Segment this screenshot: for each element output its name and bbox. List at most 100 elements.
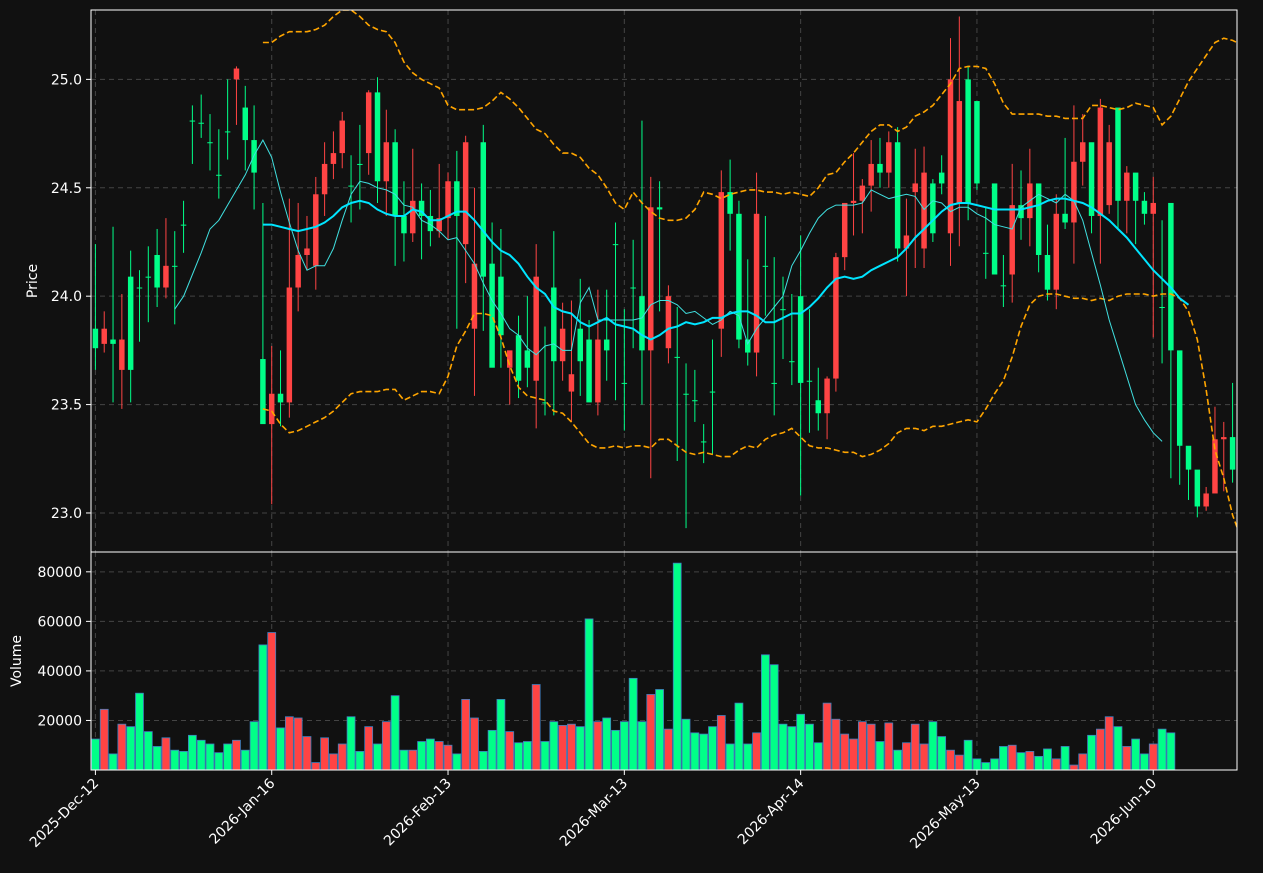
candle	[1079, 114, 1086, 186]
candle-body	[1229, 437, 1236, 470]
volume-bar	[1016, 752, 1026, 770]
candle	[198, 94, 204, 138]
volume-bar	[1043, 748, 1052, 770]
volume-axis-label: Volume	[9, 635, 25, 687]
volume-bar	[478, 751, 488, 770]
candle-body	[753, 213, 760, 353]
volume-bar	[1060, 746, 1070, 770]
candle	[277, 350, 284, 427]
candle-body	[648, 207, 654, 351]
candle-body	[921, 172, 927, 249]
candle-body	[1035, 183, 1042, 255]
volume-bar	[708, 726, 717, 770]
candle	[1009, 163, 1015, 303]
candle	[824, 376, 830, 440]
volume-bar	[434, 741, 444, 770]
candle	[216, 129, 222, 199]
volume-bar	[1069, 764, 1079, 770]
candle	[674, 307, 680, 461]
volume-bar	[1148, 743, 1158, 770]
candle-body	[145, 276, 152, 278]
x-tick-label: 2026-Feb-13	[381, 776, 455, 850]
volume-bar	[249, 721, 259, 770]
volume-bar	[963, 739, 973, 770]
candle	[595, 289, 601, 416]
bb-lower-line	[262, 293, 1237, 530]
candle	[1071, 105, 1077, 264]
candle-body	[1071, 161, 1077, 223]
candle	[383, 109, 390, 216]
candle-body	[1168, 202, 1174, 351]
candle-body	[1159, 307, 1165, 309]
candle-body	[436, 218, 442, 232]
volume-bar	[346, 716, 356, 770]
candle	[489, 222, 495, 368]
candle-body	[242, 107, 249, 141]
candle-body	[383, 142, 390, 182]
volume-bar	[593, 721, 603, 770]
candle-body	[1150, 202, 1156, 214]
candle-body	[991, 183, 998, 275]
candle	[1053, 194, 1060, 310]
candle	[418, 183, 425, 260]
volume-bar	[646, 694, 656, 770]
volume-bar	[990, 758, 999, 770]
price-y-tick-label: 25.0	[51, 72, 82, 88]
volume-bar	[822, 702, 832, 770]
x-tick-label: 2026-Apr-14	[735, 775, 808, 848]
candle-body	[1203, 493, 1209, 507]
candle-body	[983, 252, 989, 254]
volume-bar	[284, 716, 294, 770]
candle	[445, 172, 451, 240]
volume-bar	[1131, 738, 1140, 770]
candle-body	[903, 235, 910, 249]
candle	[172, 231, 178, 325]
price-y-tick-label: 23.5	[51, 398, 82, 414]
candle	[454, 150, 460, 329]
candle	[1229, 382, 1236, 483]
candle-body	[198, 122, 204, 124]
candle	[727, 159, 733, 251]
volume-bar	[408, 749, 418, 770]
candle-body	[304, 248, 310, 255]
candle	[1185, 445, 1192, 500]
candle	[524, 296, 531, 388]
volume-y-tick-label: 80000	[37, 565, 82, 581]
candle-body	[172, 265, 178, 267]
volume-bar	[276, 727, 285, 770]
candle	[1044, 224, 1051, 301]
volume-bar	[743, 743, 753, 770]
candle-body	[1088, 142, 1095, 216]
candle-body	[1141, 200, 1148, 214]
candle-body	[1176, 350, 1183, 446]
candle	[736, 200, 742, 349]
volume-bar	[417, 741, 426, 770]
candle	[877, 137, 883, 188]
candle-body	[850, 200, 857, 203]
volume-bar	[443, 744, 453, 770]
candle-body	[674, 356, 680, 358]
candle	[630, 239, 636, 349]
candle	[991, 183, 998, 275]
candle	[551, 231, 557, 416]
candle	[921, 146, 927, 268]
candle	[912, 148, 918, 268]
volume-bar	[108, 753, 118, 770]
volume-bar	[232, 739, 241, 770]
candle-body	[718, 192, 725, 329]
candle	[498, 228, 504, 368]
candle-body	[1000, 285, 1007, 287]
candle-body	[762, 265, 769, 267]
candle	[947, 38, 954, 266]
candle	[436, 163, 442, 238]
x-tick-label: 2025-Dec-12	[27, 776, 102, 851]
volume-bar	[99, 708, 109, 770]
volume-bar	[188, 734, 197, 770]
candle-body	[568, 374, 575, 392]
candle	[1150, 176, 1156, 338]
candle	[612, 222, 619, 401]
candle-body	[542, 402, 548, 404]
volume-bar	[1078, 753, 1088, 770]
candle-body	[339, 120, 345, 154]
candle	[648, 176, 654, 479]
